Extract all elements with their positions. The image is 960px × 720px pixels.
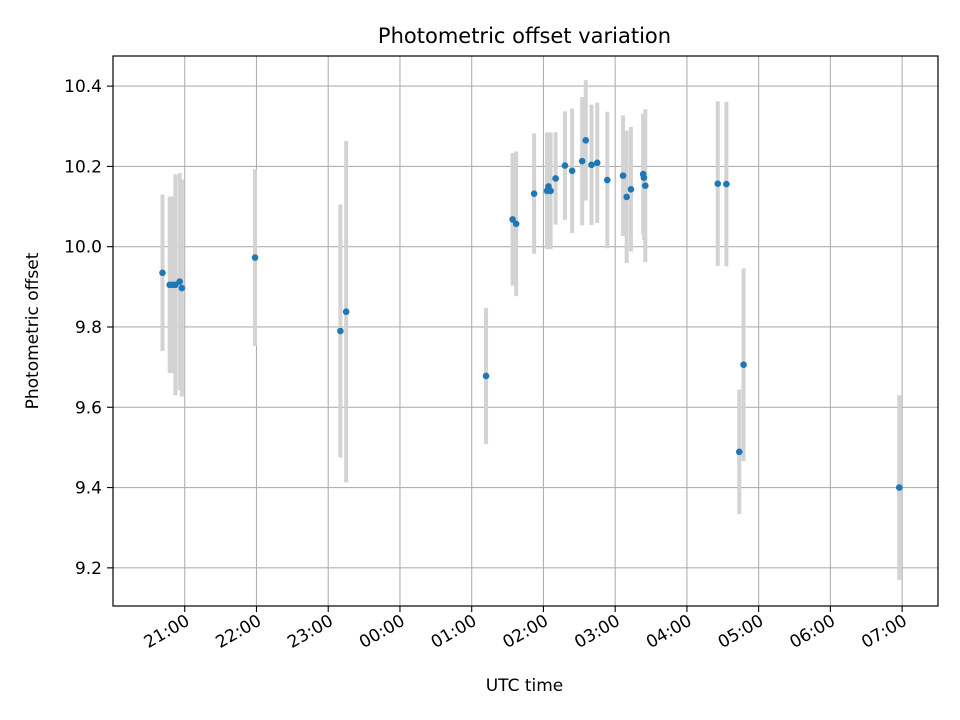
data-point [895, 484, 903, 491]
y-tick-label: 10.4 [64, 77, 102, 97]
x-tick-label: 01:00 [428, 611, 480, 653]
data-point [627, 185, 635, 193]
x-axis-ticks: 21:00 22:00 23:00 00:00 01:00 02:00 03:00 04:00… [141, 606, 911, 653]
data-point [642, 182, 649, 189]
data-point [723, 180, 730, 188]
data-point [342, 308, 350, 316]
data-point [593, 159, 601, 167]
data-point [603, 176, 611, 184]
data-point [509, 216, 516, 223]
data-point [582, 137, 590, 144]
y-tick-label: 9.8 [75, 318, 102, 338]
data-point [337, 327, 344, 335]
x-tick-label: 00:00 [356, 611, 408, 653]
y-axis-label: Photometric offset [23, 252, 43, 409]
x-tick-label: 05:00 [715, 611, 767, 653]
error-bars [160, 80, 902, 580]
data-point [588, 161, 595, 169]
data-point [512, 220, 520, 228]
y-tick-label: 9.4 [75, 479, 102, 499]
data-point [623, 193, 630, 201]
data-point [251, 254, 259, 261]
x-axis-label: UTC time [486, 676, 564, 696]
y-tick-label: 9.6 [75, 398, 102, 418]
x-tick-label: 22:00 [213, 611, 265, 653]
data-point [552, 175, 559, 182]
data-points [159, 137, 903, 491]
data-point [578, 157, 586, 165]
x-tick-label: 04:00 [643, 611, 695, 653]
data-point [159, 269, 166, 277]
grid-lines [113, 56, 938, 606]
data-point [735, 448, 743, 456]
data-point [640, 174, 648, 181]
x-tick-label: 07:00 [858, 611, 910, 653]
y-tick-label: 10.2 [64, 157, 102, 177]
plot-frame [112, 55, 939, 607]
data-point [740, 361, 747, 369]
x-tick-label: 02:00 [499, 611, 551, 653]
data-point [619, 172, 627, 179]
x-tick-label: 21:00 [141, 611, 193, 653]
data-point [714, 180, 722, 187]
x-tick-label: 23:00 [284, 611, 336, 653]
x-tick-label: 03:00 [571, 611, 623, 653]
y-tick-label: 9.2 [75, 559, 102, 579]
data-point [530, 190, 538, 198]
chart-title: Photometric offset variation [378, 24, 671, 48]
data-point [178, 284, 186, 292]
x-tick-label: 06:00 [786, 611, 838, 653]
y-axis-ticks: 9.2 9.4 9.6 9.8 10.0 10.2 10.4 [64, 77, 113, 579]
data-point [547, 187, 554, 195]
data-point [561, 162, 569, 169]
data-point [568, 167, 576, 175]
data-point [482, 372, 490, 380]
y-tick-label: 10.0 [64, 238, 102, 258]
data-point [176, 278, 184, 285]
